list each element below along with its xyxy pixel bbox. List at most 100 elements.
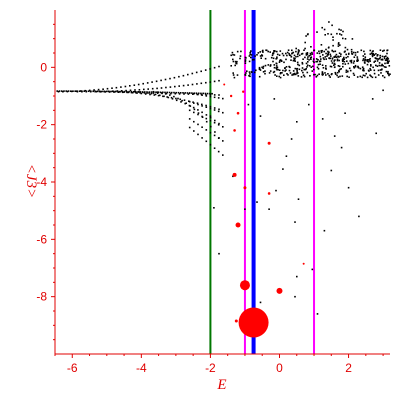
data-point bbox=[369, 53, 372, 55]
data-point bbox=[267, 64, 270, 66]
data-point bbox=[351, 38, 354, 40]
data-point bbox=[166, 91, 168, 94]
data-point bbox=[366, 76, 369, 79]
data-point bbox=[183, 99, 186, 101]
data-point bbox=[232, 175, 234, 178]
data-point bbox=[144, 91, 146, 93]
data-point bbox=[361, 76, 363, 79]
data-point bbox=[152, 92, 155, 94]
data-point bbox=[283, 61, 285, 64]
data-point bbox=[344, 112, 346, 114]
data-point bbox=[345, 53, 347, 56]
data-point bbox=[187, 73, 189, 76]
data-point bbox=[301, 52, 304, 55]
data-point bbox=[386, 52, 388, 55]
x-tick-label: -6 bbox=[67, 361, 78, 375]
data-point bbox=[125, 89, 127, 92]
data-point bbox=[261, 54, 263, 56]
data-point bbox=[287, 74, 289, 76]
data-point bbox=[204, 92, 207, 95]
data-point bbox=[268, 208, 270, 210]
data-point bbox=[231, 51, 234, 54]
data-point bbox=[67, 90, 70, 92]
data-point bbox=[298, 64, 301, 67]
data-point bbox=[339, 55, 342, 57]
data-point bbox=[71, 90, 73, 93]
x-tick-label: 2 bbox=[345, 361, 352, 375]
data-point bbox=[56, 90, 58, 92]
data-point bbox=[297, 51, 300, 53]
data-point bbox=[347, 53, 350, 55]
data-point bbox=[160, 87, 163, 89]
data-point bbox=[324, 72, 326, 74]
data-point bbox=[327, 54, 329, 56]
data-point bbox=[191, 83, 194, 86]
data-point bbox=[269, 51, 271, 53]
data-point bbox=[258, 68, 261, 70]
data-point bbox=[192, 93, 194, 95]
data-point bbox=[94, 90, 97, 93]
highlight-point bbox=[243, 186, 247, 190]
data-point bbox=[318, 52, 321, 55]
data-point bbox=[188, 118, 191, 120]
data-point bbox=[338, 59, 340, 62]
data-point bbox=[370, 75, 372, 78]
data-point bbox=[305, 54, 308, 56]
data-point bbox=[373, 69, 376, 72]
data-point bbox=[210, 125, 212, 128]
data-point bbox=[331, 57, 334, 60]
data-point bbox=[192, 106, 195, 109]
data-point bbox=[279, 72, 282, 74]
data-point bbox=[262, 71, 265, 73]
data-point bbox=[331, 73, 333, 75]
data-point bbox=[308, 65, 311, 67]
data-point bbox=[264, 64, 267, 67]
data-point bbox=[298, 50, 300, 52]
data-point bbox=[339, 68, 341, 71]
data-point bbox=[311, 51, 313, 54]
data-point bbox=[334, 50, 337, 53]
data-point bbox=[259, 51, 261, 53]
data-point bbox=[272, 60, 274, 63]
data-point bbox=[201, 126, 203, 128]
data-point bbox=[244, 56, 247, 59]
data-point bbox=[209, 115, 212, 117]
data-point bbox=[371, 53, 374, 55]
y-tick-label: -6 bbox=[36, 232, 47, 246]
data-point bbox=[380, 72, 382, 74]
data-point bbox=[369, 67, 371, 70]
data-point bbox=[376, 58, 378, 60]
data-point bbox=[383, 55, 386, 58]
data-point bbox=[164, 78, 167, 81]
data-point bbox=[287, 49, 290, 51]
data-point bbox=[150, 91, 153, 93]
data-point bbox=[325, 48, 327, 51]
data-point bbox=[108, 90, 110, 93]
data-point bbox=[209, 116, 212, 119]
data-point bbox=[388, 65, 391, 67]
data-point bbox=[324, 34, 326, 36]
data-point bbox=[139, 92, 141, 94]
data-point bbox=[362, 59, 364, 62]
data-point bbox=[307, 61, 309, 63]
data-point bbox=[63, 90, 65, 92]
data-point bbox=[168, 91, 171, 94]
data-point bbox=[375, 64, 377, 67]
data-point bbox=[278, 61, 281, 63]
data-point bbox=[387, 70, 389, 73]
data-point bbox=[205, 117, 208, 120]
data-point bbox=[322, 54, 324, 56]
data-point bbox=[257, 52, 260, 54]
data-point bbox=[278, 69, 281, 71]
data-point bbox=[135, 91, 137, 94]
data-point bbox=[296, 72, 298, 75]
data-point bbox=[319, 60, 322, 62]
data-point bbox=[331, 50, 334, 52]
highlight-point bbox=[267, 141, 271, 145]
data-point bbox=[205, 120, 208, 123]
data-point bbox=[184, 92, 186, 94]
vertical-lines bbox=[209, 10, 316, 354]
data-point bbox=[148, 91, 151, 93]
data-point bbox=[213, 134, 216, 137]
data-point bbox=[378, 57, 381, 60]
